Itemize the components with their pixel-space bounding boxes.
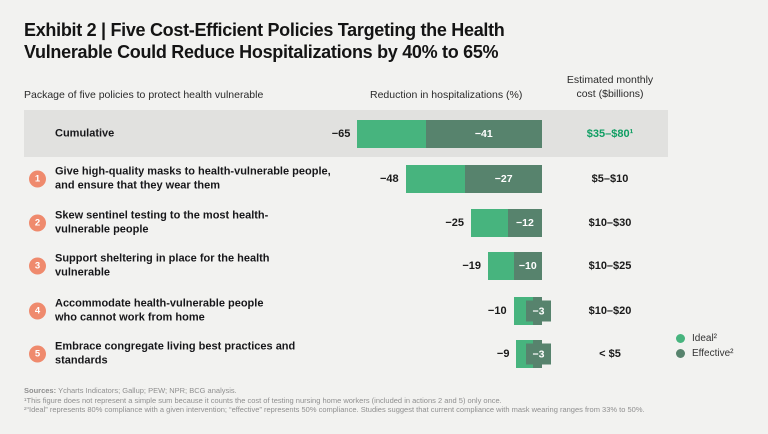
footnotes: Sources: Ycharts Indicators; Gallup; PEW… — [24, 386, 744, 415]
footnote-2: ²“Ideal” represents 80% compliance with … — [24, 405, 645, 414]
column-header-cost-line-2: cost ($billions) — [576, 87, 644, 100]
cost-value: $10–$30 — [588, 217, 632, 229]
ideal-value-label: −9 — [496, 348, 510, 360]
effective-bar: −12 — [507, 209, 542, 237]
effective-dot-icon — [676, 349, 685, 358]
ideal-value-label: −65 — [331, 128, 351, 140]
legend-effective-label: Effective² — [692, 348, 734, 359]
row-label: Cumulative — [55, 127, 115, 140]
ideal-dot-icon — [676, 334, 685, 343]
row-label: Embrace congregate living best practices… — [55, 340, 296, 367]
row-label: Skew sentinel testing to the most health… — [55, 209, 269, 236]
ideal-bar: −10 −3 — [488, 297, 551, 325]
chart-row-policy-4: 4 Accommodate health-vulnerable people w… — [0, 297, 768, 325]
row-label: Support sheltering in place for the heal… — [55, 252, 270, 279]
effective-bar: −3 — [525, 343, 551, 365]
effective-value-label: −27 — [494, 173, 513, 185]
legend: Ideal² Effective² — [676, 331, 734, 361]
row-label: Give high-quality masks to health-vulner… — [55, 165, 331, 192]
effective-value-label: −10 — [518, 260, 537, 272]
title-line-1: Exhibit 2 | Five Cost-Efficient Policies… — [24, 20, 505, 40]
effective-bar: −3 — [525, 300, 551, 322]
effective-value-label: −12 — [516, 217, 534, 229]
sources-label: Sources: — [24, 386, 57, 395]
sources-line: Sources: Ycharts Indicators; Gallup; PEW… — [24, 386, 744, 396]
ideal-bar: −9 −3 — [497, 340, 551, 368]
policy-number-badge: 1 — [29, 170, 46, 188]
effective-value-label: −3 — [532, 305, 545, 317]
effective-bar: −10 — [513, 252, 542, 280]
cumulative-highlight-band — [24, 110, 668, 157]
legend-ideal-label: Ideal² — [692, 333, 718, 344]
chart-row-policy-2: 2 Skew sentinel testing to the most heal… — [0, 209, 768, 237]
ideal-bar: −48 −27 — [380, 165, 542, 193]
effective-bar: −27 — [465, 165, 542, 193]
cost-value: $10–$20 — [588, 305, 632, 317]
footnote-1: ¹This figure does not represent a simple… — [24, 395, 502, 405]
ideal-bar: −25 −12 — [445, 209, 542, 237]
title-line-2: Vulnerable Could Reduce Hospitalizations… — [24, 41, 499, 62]
policy-number-badge: 3 — [29, 257, 46, 275]
ideal-value-label: −48 — [380, 173, 399, 185]
cost-value: $10–$25 — [588, 260, 632, 272]
cost-value: $5–$10 — [591, 173, 629, 185]
column-header-reduction: Reduction in hospitalizations (%) — [370, 89, 523, 101]
exhibit-title: Exhibit 2 | Five Cost-Efficient Policies… — [24, 20, 624, 63]
chart-row-policy-3: 3 Support sheltering in place for the he… — [0, 252, 768, 280]
ideal-value-label: −19 — [462, 260, 482, 272]
policy-number-badge: 5 — [29, 345, 46, 363]
effective-value-label: −41 — [474, 128, 493, 140]
column-header-cost: Estimated monthly cost ($billions) — [544, 74, 676, 101]
effective-bar: −41 — [425, 120, 542, 148]
sources-text: Ycharts Indicators; Gallup; PEW; NPR; BC… — [58, 386, 237, 395]
chart-row-policy-1: 1 Give high-quality masks to health-vuln… — [0, 165, 768, 193]
legend-item-ideal: Ideal² — [676, 331, 734, 346]
policy-number-badge: 2 — [29, 214, 46, 232]
ideal-value-label: −25 — [445, 217, 464, 229]
column-header-policies: Package of five policies to protect heal… — [24, 89, 264, 101]
cost-value: < $5 — [599, 348, 621, 360]
policy-number-badge: 4 — [29, 302, 46, 320]
ideal-bar: −19 −10 — [462, 252, 542, 280]
legend-item-effective: Effective² — [676, 346, 734, 361]
ideal-value-label: −10 — [487, 305, 507, 317]
ideal-bar: −65 −41 — [332, 120, 542, 148]
column-header-cost-line-1: Estimated monthly — [566, 74, 654, 86]
cost-value: $35–$80¹ — [586, 128, 634, 140]
chart-row-policy-5: 5 Embrace congregate living best practic… — [0, 340, 768, 368]
chart-row-cumulative: Cumulative −65 −41 $35–$80¹ — [0, 120, 768, 148]
effective-value-label: −3 — [532, 348, 545, 360]
row-label: Accommodate health-vulnerable people who… — [55, 297, 264, 324]
